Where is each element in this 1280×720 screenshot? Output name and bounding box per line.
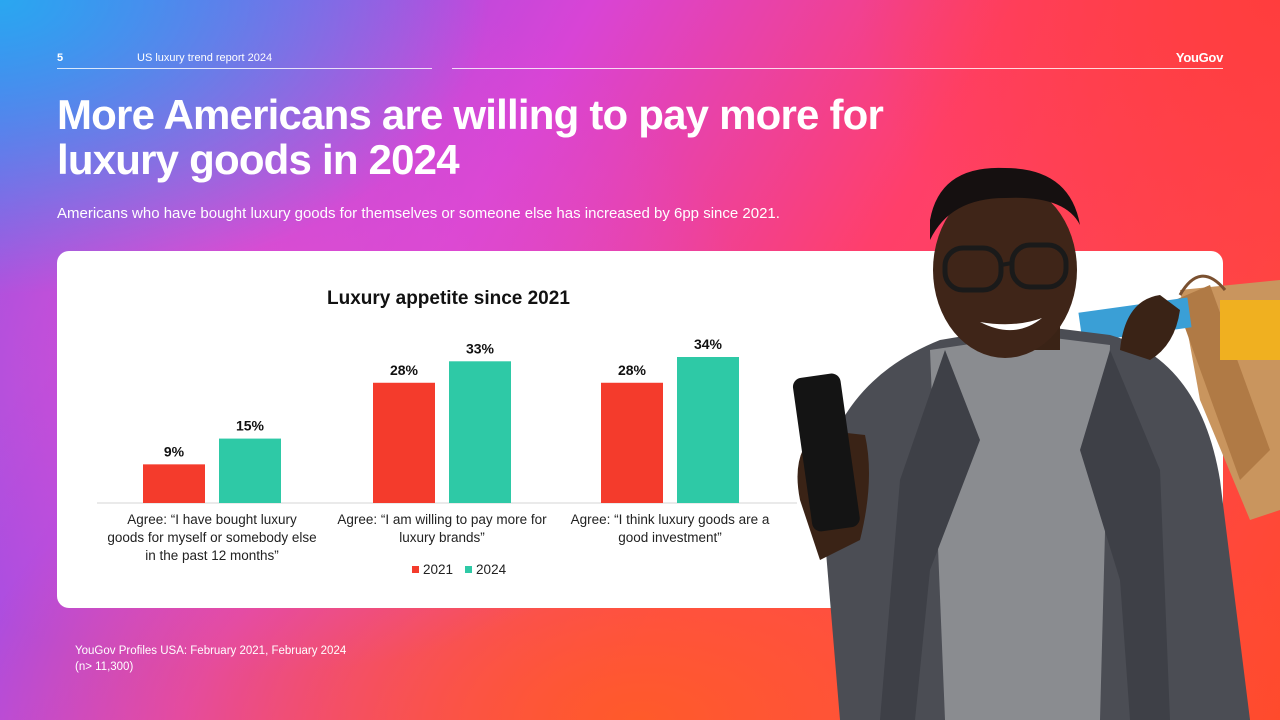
legend-item-2021: 2021 [412,562,453,577]
legend-swatch-2021 [412,566,419,573]
source-line-2: (n> 11,300) [75,661,134,673]
bar-2024-cat1 [219,438,281,503]
report-name: US luxury trend report 2024 [137,52,273,64]
data-label-2024-cat1: 15% [236,418,265,434]
legend-swatch-2024 [465,566,473,573]
bar-2024-cat2 [449,361,511,503]
data-label-2021-cat3: 28% [618,362,647,378]
category-label-2: Agree: “I am willing to pay more for lux… [337,512,547,545]
data-label-2024-cat2: 33% [466,340,495,356]
data-label-2024-cat3: 34% [694,336,723,352]
bar-chart: 9% 15% 28% 33% 28% 34% [97,336,797,504]
bar-2024-cat3 [677,357,739,503]
brand-logo: YouGov [1175,50,1223,65]
source-line-1: YouGov Profiles USA: February 2021, Febr… [75,645,347,657]
legend-label-2021: 2021 [423,562,454,577]
legend-label-2024: 2024 [476,562,507,577]
person-photo [792,167,1280,720]
chart-legend: 2021 2024 [412,562,506,577]
top-bar: 5 US luxury trend report 2024 YouGov [57,50,1223,70]
page-subtitle: Americans who have bought luxury goods f… [57,205,780,222]
chart-title: Luxury appetite since 2021 [327,288,570,309]
category-label-1: Agree: “I have bought luxury goods for m… [107,512,317,563]
data-label-2021-cat1: 9% [164,443,185,459]
bar-2021-cat3 [601,382,663,503]
bar-2021-cat2 [373,382,435,503]
legend-item-2024: 2024 [465,562,506,577]
source-note: YouGov Profiles USA: February 2021, Febr… [75,643,395,675]
header-rule-right [452,68,1223,69]
phone-icon [792,373,869,560]
bar-2021-cat1 [143,464,205,503]
page-title: More Americans are willing to pay more f… [57,91,884,183]
page-number: 5 [57,52,64,64]
category-label-3: Agree: “I think luxury goods are a good … [570,512,770,545]
data-label-2021-cat2: 28% [390,362,419,378]
header-rule-left [57,68,432,69]
glasses-icon [942,242,1069,293]
